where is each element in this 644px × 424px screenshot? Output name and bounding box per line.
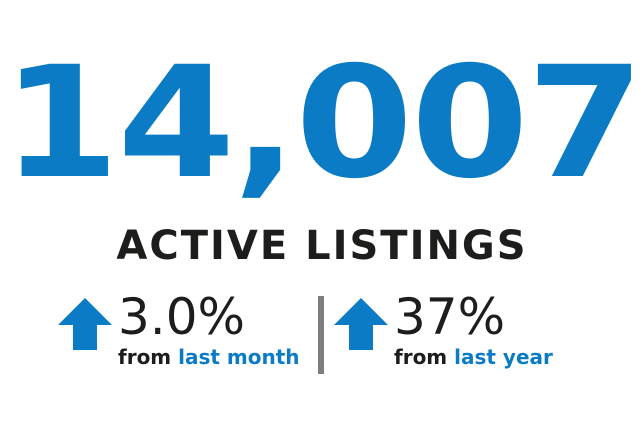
monthly-change-stat: 3.0% from last month <box>58 288 308 376</box>
monthly-change-caption: from last month <box>118 344 300 370</box>
yearly-change-period: last year <box>454 345 553 369</box>
stat-divider <box>318 296 324 374</box>
active-listings-count: 14,007 <box>1 34 644 213</box>
up-arrow-icon <box>58 298 112 350</box>
yearly-change-from: from <box>394 345 448 369</box>
yearly-change-caption: from last year <box>394 344 553 370</box>
monthly-change-from: from <box>118 345 172 369</box>
monthly-change-value: 3.0% <box>118 288 246 346</box>
yearly-change-value: 37% <box>394 288 506 346</box>
up-arrow-icon <box>334 298 388 350</box>
monthly-change-period: last month <box>178 345 300 369</box>
active-listings-label: ACTIVE LISTINGS <box>116 223 528 269</box>
yearly-change-stat: 37% from last year <box>334 288 584 376</box>
